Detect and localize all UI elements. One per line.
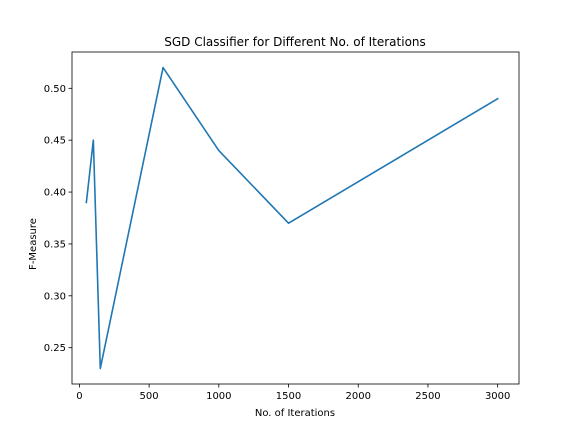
x-tick-label: 2500 [415, 391, 440, 402]
series-line [85, 66, 499, 370]
y-tick-label: 0.45 [44, 136, 66, 147]
data-point [86, 202, 88, 204]
series-layer [85, 66, 499, 370]
data-point [218, 150, 220, 152]
data-point [497, 98, 499, 100]
x-tick-label: 3000 [485, 391, 510, 402]
x-tick-label: 500 [140, 391, 159, 402]
x-axis-label: No. of Iterations [255, 408, 335, 419]
y-tick-label: 0.40 [44, 188, 66, 199]
x-axis: 0 500 1000 1500 2000 2500 3000 [76, 384, 510, 402]
y-tick-label: 0.25 [44, 343, 66, 354]
data-point [100, 368, 102, 370]
y-tick-label: 0.50 [44, 84, 66, 95]
y-axis-label: F-Measure [28, 218, 39, 270]
data-point [93, 139, 95, 141]
plot-area [71, 51, 520, 385]
y-tick-label: 0.30 [44, 291, 66, 302]
x-tick-label: 2000 [346, 391, 371, 402]
data-point [288, 222, 290, 224]
x-tick-label: 1000 [206, 391, 231, 402]
x-tick-label: 1500 [276, 391, 301, 402]
y-tick-label: 0.35 [44, 239, 66, 250]
plot-frame [71, 51, 520, 385]
data-point [162, 67, 164, 69]
y-axis: 0.25 0.30 0.35 0.40 0.45 0.50 [44, 84, 72, 354]
chart-title: SGD Classifier for Different No. of Iter… [164, 35, 426, 49]
x-tick-label: 0 [76, 391, 82, 402]
